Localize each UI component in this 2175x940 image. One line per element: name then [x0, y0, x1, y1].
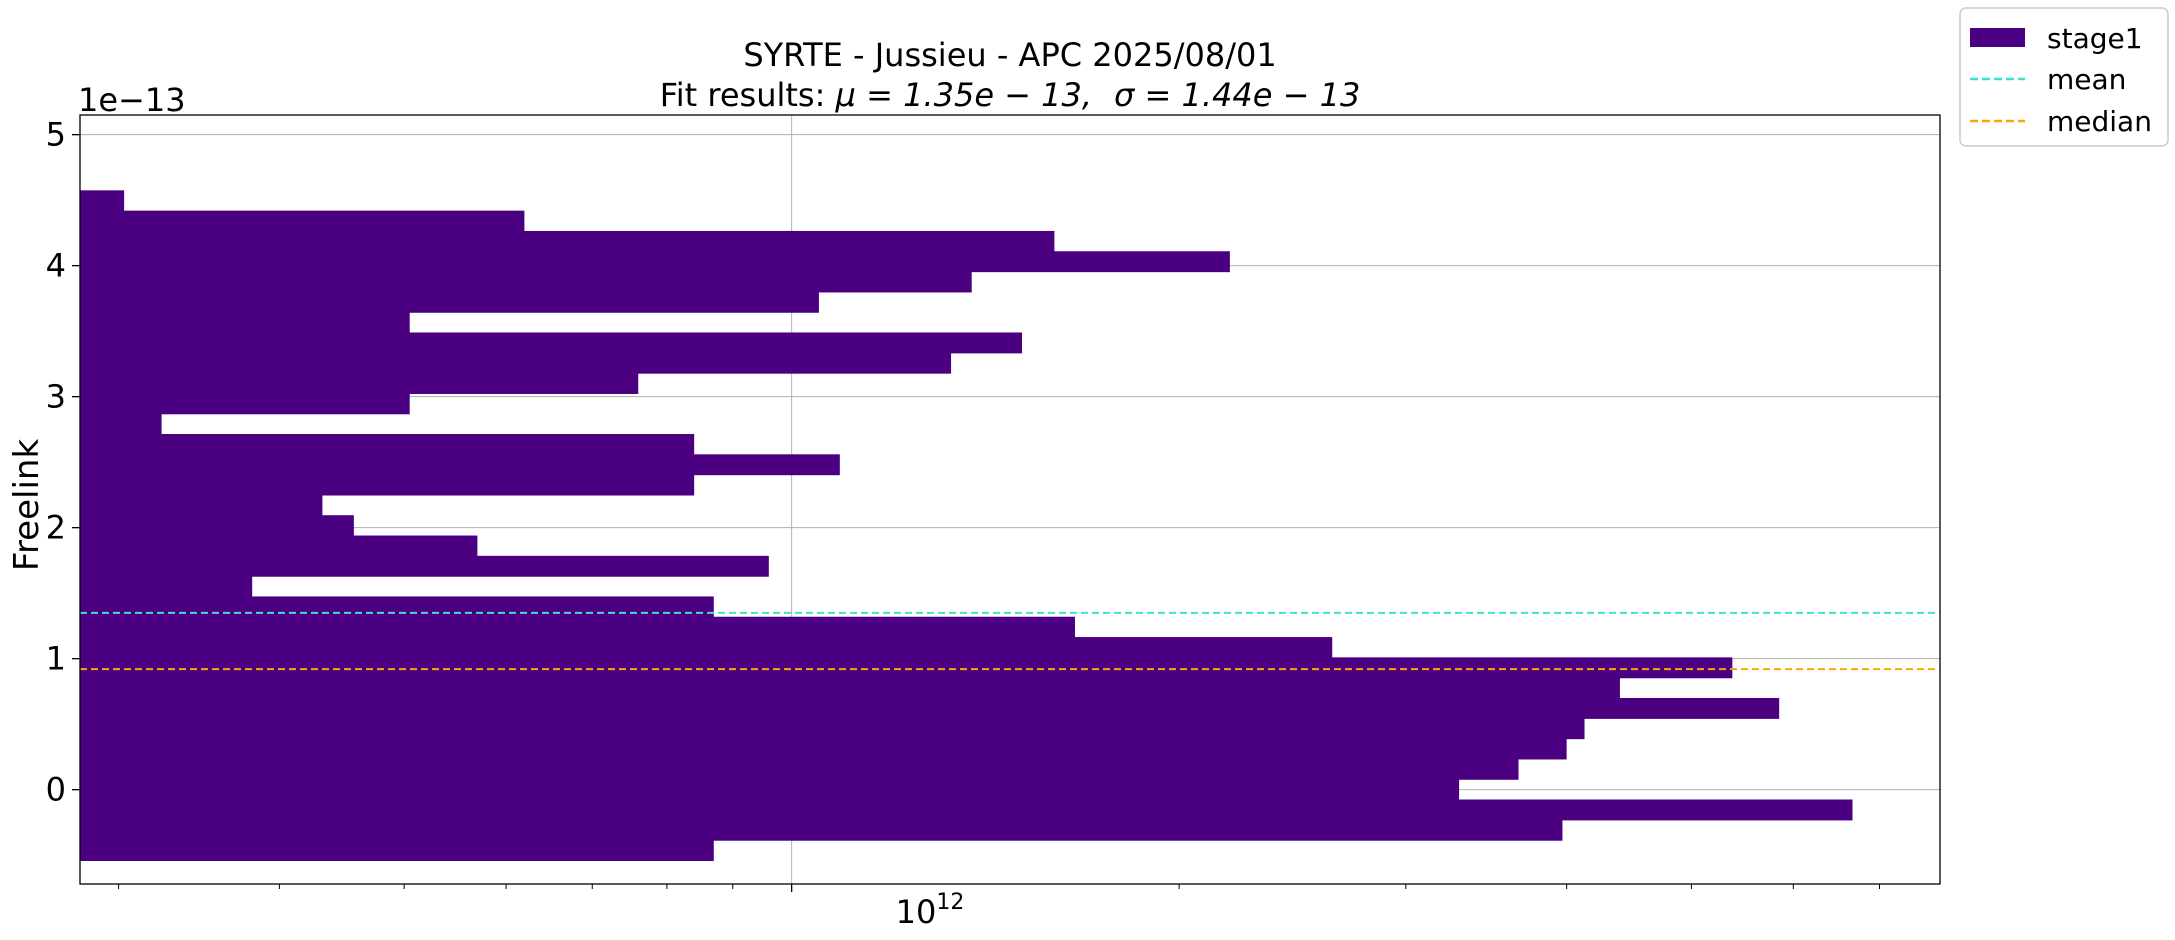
y-tick-label: 4	[46, 247, 66, 285]
chart-subtitle: Fit results: μ = 1.35e − 13, σ = 1.44e − …	[660, 76, 1361, 114]
y-axis-ticks: 0 1 2 3 4 5	[46, 116, 80, 809]
bar	[80, 555, 769, 577]
y-tick-label: 3	[46, 378, 66, 416]
bar	[80, 474, 695, 496]
bar	[80, 251, 1230, 273]
legend-label-stage1: stage1	[2047, 22, 2143, 55]
legend-swatch-stage1	[1970, 28, 2025, 47]
bar	[80, 271, 972, 293]
bar	[80, 433, 695, 455]
y-tick-label: 1	[46, 640, 66, 678]
bar	[80, 393, 410, 415]
x-tick-exponent: 12	[936, 890, 964, 915]
bar	[80, 190, 125, 212]
bar	[80, 210, 525, 232]
bar	[80, 718, 1585, 740]
bar	[80, 291, 819, 313]
bar	[80, 637, 1333, 658]
bar	[80, 799, 1853, 821]
bar	[80, 352, 952, 374]
bar	[80, 819, 1563, 841]
bar	[80, 515, 354, 537]
legend-label-mean: mean	[2047, 63, 2126, 96]
x-tick-label-1e12: 1012	[896, 890, 965, 931]
bar	[80, 312, 410, 334]
bar	[80, 230, 1055, 252]
subtitle-prefix: Fit results:	[660, 76, 836, 114]
subtitle-sigma: σ = 1.44e − 13	[1114, 76, 1360, 114]
bar	[80, 535, 478, 557]
x-axis-ticks	[118, 884, 1881, 892]
reference-lines	[80, 611, 1940, 671]
legend-label-median: median	[2047, 105, 2152, 138]
bar	[80, 494, 323, 516]
chart-title: SYRTE - Jussieu - APC 2025/08/01	[743, 36, 1276, 74]
bar	[80, 413, 162, 435]
bar	[80, 576, 253, 598]
bar	[80, 657, 1733, 679]
plot-frame	[79, 114, 1941, 885]
axes-frame	[79, 114, 1941, 885]
y-tick-label: 2	[46, 509, 66, 547]
bar	[80, 596, 714, 618]
y-axis-label: Freelink	[7, 439, 47, 572]
bar	[80, 454, 840, 476]
bar	[80, 616, 1075, 638]
legend: stage1 mean median	[1959, 7, 2169, 147]
bar	[80, 758, 1519, 780]
bars-stage1	[80, 190, 1853, 862]
bar	[80, 332, 1023, 354]
bar	[80, 373, 639, 394]
y-offset-label: 1e−13	[78, 81, 186, 119]
y-tick-label: 0	[46, 771, 66, 809]
bar	[80, 697, 1780, 719]
x-tick-base: 10	[896, 893, 937, 931]
subtitle-mu: μ = 1.35e − 13,	[835, 76, 1093, 114]
bar	[80, 677, 1620, 699]
y-tick-label: 5	[46, 116, 66, 154]
bar	[80, 738, 1567, 760]
bar	[80, 840, 714, 862]
bar	[80, 779, 1460, 801]
